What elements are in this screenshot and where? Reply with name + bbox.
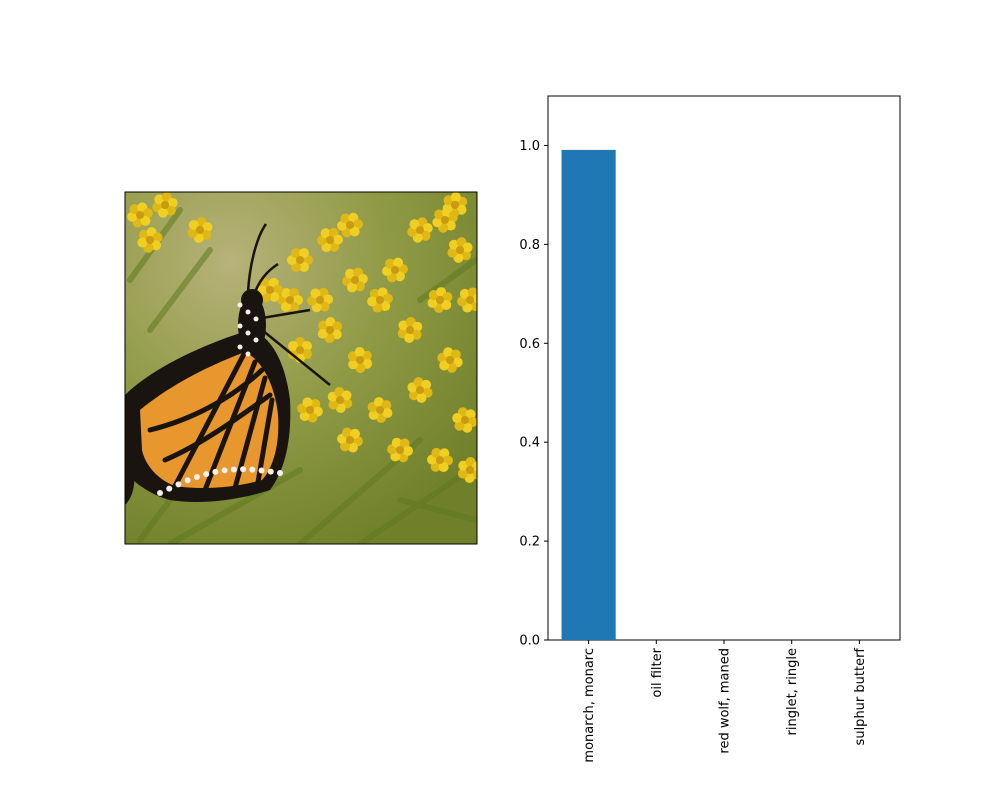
- x-axis: monarch, monarc oil filter red wolf, maned…: [582, 640, 868, 763]
- yellow-flowers: [127, 192, 477, 483]
- x-tick-label: red wolf, maned: [718, 648, 733, 754]
- y-axis: 0.0 0.2 0.4 0.6 0.8 1.0: [519, 139, 548, 649]
- x-tick-label: sulphur butterf: [853, 648, 868, 746]
- y-tick-label: 0.2: [519, 535, 540, 550]
- y-tick-label: 0.0: [519, 634, 540, 649]
- y-tick-label: 0.4: [519, 436, 540, 451]
- butterfly-photo: [125, 192, 477, 544]
- y-tick-label: 1.0: [519, 139, 540, 154]
- x-tick-label: monarch, monarc: [582, 648, 597, 763]
- x-tick-label: ringlet, ringle: [785, 648, 800, 735]
- x-tick-label: oil filter: [650, 647, 665, 697]
- photo-frame: [124, 191, 478, 545]
- y-tick-label: 0.8: [519, 238, 540, 253]
- y-tick-label: 0.6: [519, 337, 540, 352]
- bar-chart: 0.0 0.2 0.4 0.6 0.8 1.0 monarch, monarc oil fi…: [519, 95, 901, 763]
- monarch-butterfly: [125, 223, 331, 505]
- bars: [561, 149, 616, 640]
- bar-0: [561, 149, 616, 640]
